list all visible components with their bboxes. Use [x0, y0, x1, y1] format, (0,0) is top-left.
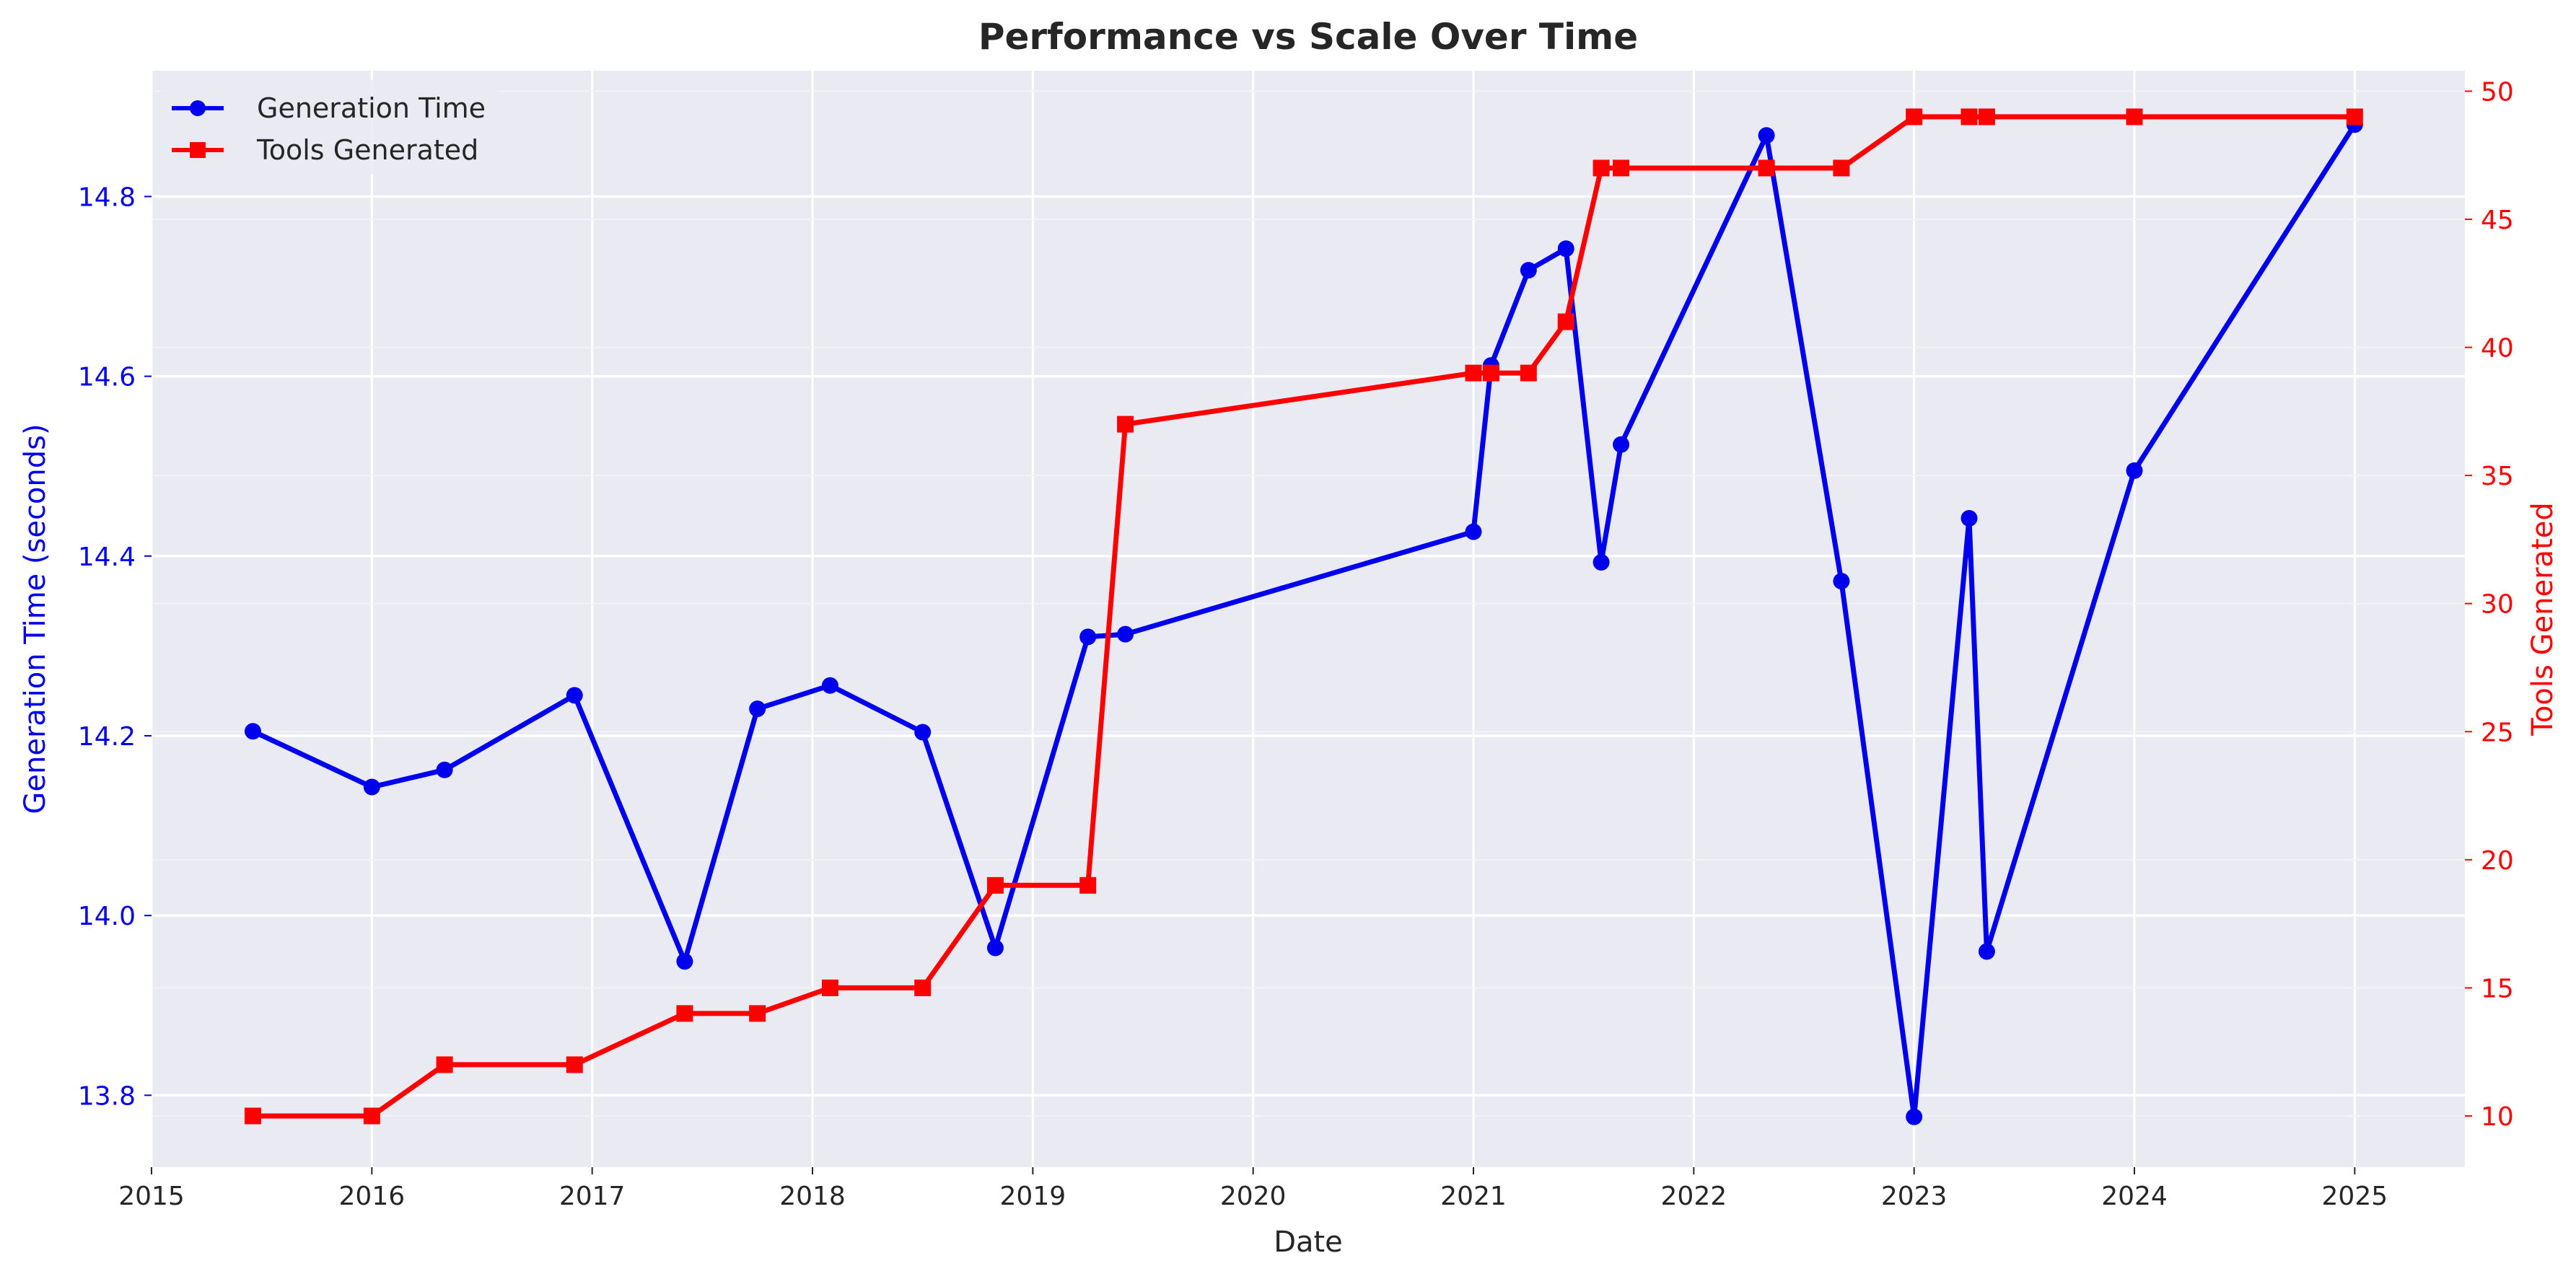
right-tick-label-45: 45 [2481, 206, 2514, 235]
data-point-generation-time [1906, 1108, 1923, 1125]
data-point-tools-generated [1833, 159, 1850, 177]
left-tick-label-14.0: 14.0 [78, 902, 136, 931]
data-point-tools-generated [1520, 364, 1537, 382]
right-tick-label-40: 40 [2481, 334, 2514, 364]
data-point-tools-generated [2346, 108, 2363, 126]
legend-label-generation-time: Generation Time [257, 92, 486, 124]
data-point-tools-generated [821, 979, 838, 996]
data-point-tools-generated [1079, 876, 1097, 894]
data-point-generation-time [363, 778, 380, 796]
data-point-tools-generated [244, 1107, 261, 1125]
data-point-tools-generated [1978, 108, 1995, 126]
legend-marker-tools-generated [190, 142, 206, 158]
data-point-generation-time [566, 687, 583, 704]
data-point-tools-generated [566, 1056, 583, 1073]
x-tick-label-2023: 2023 [1881, 1182, 1948, 1211]
chart-title: Performance vs Scale Over Time [978, 16, 1638, 58]
data-point-generation-time [1465, 523, 1482, 540]
plot-area-background [152, 71, 2465, 1167]
x-tick-label-2024: 2024 [2101, 1182, 2168, 1211]
series-generation-time [244, 116, 2363, 1125]
data-point-tools-generated [1961, 108, 1978, 126]
legend: Generation Time Tools Generated [160, 79, 499, 175]
data-point-generation-time [1520, 262, 1537, 279]
x-tick-label-2016: 2016 [339, 1182, 406, 1211]
x-tick-label-2025: 2025 [2322, 1182, 2388, 1211]
legend-frame [160, 79, 499, 175]
series-line-tools-generated [250, 114, 2357, 1119]
axis-layer: Performance vs Scale Over Time Date Gene… [19, 16, 2559, 1259]
data-point-tools-generated [1758, 159, 1775, 177]
data-point-tools-generated [1482, 364, 1499, 382]
left-axis-label: Generation Time (seconds) [19, 423, 52, 814]
left-tick-label-14.2: 14.2 [78, 722, 136, 752]
right-tick-label-30: 30 [2481, 590, 2514, 620]
data-point-generation-time [1833, 573, 1850, 590]
right-tick-label-20: 20 [2481, 846, 2514, 876]
right-tick-label-50: 50 [2481, 77, 2514, 107]
left-tick-label-13.8: 13.8 [78, 1081, 136, 1111]
data-point-generation-time [914, 724, 932, 741]
data-point-tools-generated [749, 1005, 766, 1022]
data-point-generation-time [1961, 509, 1978, 527]
x-tick-label-2020: 2020 [1220, 1182, 1287, 1211]
right-tick-label-10: 10 [2481, 1102, 2514, 1132]
data-point-generation-time [436, 761, 453, 778]
right-tick-label-15: 15 [2481, 974, 2514, 1003]
data-point-generation-time [676, 953, 693, 970]
data-point-generation-time [1613, 436, 1630, 453]
legend-marker-generation-time [190, 100, 206, 116]
data-point-tools-generated [1906, 108, 1923, 126]
x-axis-label: Date [1274, 1226, 1343, 1259]
x-tick-label-2017: 2017 [559, 1182, 626, 1211]
data-point-generation-time [749, 700, 766, 718]
left-tick-label-14.8: 14.8 [78, 183, 136, 212]
left-tick-label-14.6: 14.6 [78, 363, 136, 392]
x-tick-label-2015: 2015 [118, 1182, 185, 1211]
data-point-generation-time [1557, 240, 1574, 258]
data-point-generation-time [2126, 462, 2143, 479]
legend-entry-generation-time: Generation Time [172, 92, 486, 124]
data-point-generation-time [821, 677, 838, 694]
legend-entry-tools-generated: Tools Generated [172, 134, 478, 166]
data-point-generation-time [1079, 628, 1097, 646]
data-point-tools-generated [676, 1005, 693, 1022]
series-line-generation-time [250, 122, 2357, 1120]
data-point-tools-generated [1117, 416, 1134, 433]
data-point-tools-generated [436, 1056, 453, 1073]
right-tick-label-25: 25 [2481, 718, 2514, 747]
data-point-tools-generated [1593, 159, 1610, 177]
legend-label-tools-generated: Tools Generated [256, 134, 478, 166]
data-point-generation-time [1978, 943, 1995, 960]
right-tick-label-35: 35 [2481, 462, 2514, 491]
data-point-tools-generated [2126, 108, 2143, 126]
data-point-tools-generated [914, 979, 932, 996]
x-tick-label-2019: 2019 [1000, 1182, 1066, 1211]
right-axis-label: Tools Generated [2526, 502, 2559, 736]
data-point-generation-time [1758, 127, 1775, 144]
series-tools-generated [244, 108, 2363, 1125]
series-layer [244, 108, 2363, 1125]
data-point-generation-time [1117, 625, 1134, 643]
x-tick-label-2018: 2018 [779, 1182, 846, 1211]
data-point-generation-time [244, 723, 261, 740]
x-tick-label-2022: 2022 [1661, 1182, 1727, 1211]
data-point-tools-generated [986, 876, 1004, 894]
data-point-generation-time [1593, 554, 1610, 571]
data-point-tools-generated [1465, 364, 1482, 382]
grid-lines [150, 71, 2465, 1167]
data-point-tools-generated [363, 1107, 380, 1125]
data-point-generation-time [986, 939, 1004, 957]
x-tick-label-2021: 2021 [1440, 1182, 1507, 1211]
data-point-tools-generated [1613, 159, 1630, 177]
data-point-tools-generated [1557, 313, 1574, 330]
left-tick-label-14.4: 14.4 [78, 542, 136, 572]
